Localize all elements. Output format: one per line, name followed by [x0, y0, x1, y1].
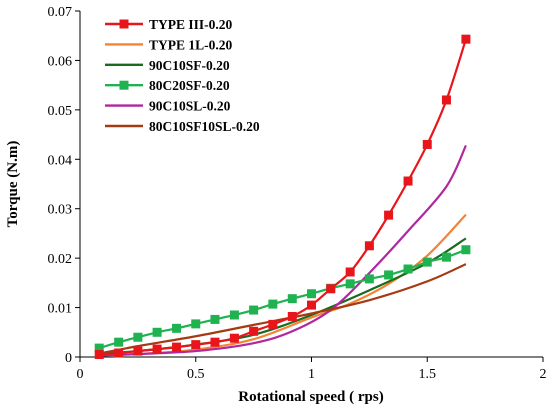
data-point-marker — [172, 323, 182, 333]
data-point-marker — [94, 343, 104, 353]
x-tick-label: 0 — [77, 367, 84, 382]
data-point-marker — [172, 342, 182, 352]
data-point-marker — [287, 311, 297, 321]
data-point-marker — [191, 340, 201, 350]
legend-item: 80C10SF10SL-0.20 — [105, 119, 260, 134]
y-tick-label: 0.03 — [48, 203, 73, 218]
data-point-marker — [441, 252, 451, 262]
series-4 — [99, 144, 467, 357]
data-point-marker — [210, 314, 220, 324]
data-point-marker — [152, 327, 162, 337]
data-point-marker — [229, 333, 239, 343]
legend: TYPE III-0.20 TYPE 1L-0.20 90C10SF-0.20 80C… — [105, 17, 260, 134]
data-point-marker — [94, 350, 104, 360]
data-point-marker — [307, 300, 316, 310]
data-point-marker — [133, 332, 143, 342]
legend-label: TYPE 1L-0.20 — [149, 37, 233, 52]
data-point-marker — [307, 289, 316, 299]
y-tick-label: 0.04 — [48, 153, 73, 168]
legend-label: 80C20SF-0.20 — [149, 78, 230, 93]
data-point-marker — [345, 279, 355, 289]
data-point-marker — [287, 294, 297, 304]
series-line — [99, 263, 467, 355]
data-point-marker — [461, 34, 471, 44]
legend-label: 80C10SF10SL-0.20 — [149, 119, 260, 134]
series-5 — [99, 263, 467, 355]
plot-area: 0 0.5 1 1.5 2 00.010.020.030.040.050.060.07 … — [48, 5, 547, 382]
data-point-marker — [345, 267, 355, 277]
legend-swatch-marker — [119, 80, 129, 90]
series-line — [99, 144, 467, 357]
series-3 — [94, 245, 471, 353]
y-tick-label: 0 — [65, 351, 72, 366]
data-point-marker — [249, 305, 259, 315]
x-tick-label: 1 — [308, 367, 315, 382]
series-0 — [94, 34, 471, 360]
data-point-marker — [114, 348, 124, 358]
x-axis-ticks: 0 0.5 1 1.5 2 — [77, 357, 547, 382]
data-point-marker — [133, 346, 143, 356]
x-tick-label: 2 — [540, 367, 547, 382]
data-point-marker — [403, 264, 413, 274]
legend-item: TYPE 1L-0.20 — [105, 37, 233, 52]
y-tick-label: 0.06 — [48, 54, 73, 69]
legend-item: 80C20SF-0.20 — [105, 78, 230, 93]
legend-swatch-marker — [119, 19, 129, 29]
data-point-marker — [384, 270, 394, 280]
data-point-marker — [364, 241, 374, 251]
data-point-marker — [461, 245, 471, 255]
legend-item: 90C10SL-0.20 — [105, 99, 231, 114]
data-point-marker — [210, 337, 220, 347]
data-point-marker — [268, 299, 278, 309]
y-tick-label: 0.01 — [48, 302, 73, 317]
legend-item: TYPE III-0.20 — [105, 17, 233, 32]
data-point-marker — [191, 319, 201, 329]
y-tick-label: 0.05 — [48, 104, 73, 119]
y-axis-ticks: 0 0.01 0.02 0.03 0.04 0.05 0.06 0.07 — [48, 5, 80, 366]
data-point-marker — [152, 344, 162, 354]
data-point-marker — [326, 284, 336, 294]
legend-label: 90C10SF-0.20 — [149, 58, 230, 73]
data-point-marker — [384, 210, 394, 220]
data-point-marker — [422, 139, 432, 149]
y-tick-label: 0.07 — [48, 5, 73, 20]
x-tick-label: 1.5 — [419, 367, 437, 382]
data-point-marker — [403, 176, 413, 186]
legend-label: 90C10SL-0.20 — [149, 99, 231, 114]
data-point-marker — [229, 310, 239, 320]
data-point-marker — [441, 95, 451, 105]
data-point-marker — [364, 274, 374, 284]
legend-label: TYPE III-0.20 — [149, 17, 233, 32]
legend-item: 90C10SF-0.20 — [105, 58, 230, 73]
data-point-marker — [114, 337, 124, 347]
y-tick-label: 0.02 — [48, 252, 73, 267]
y-axis-title: Torque (N.m) — [5, 141, 21, 228]
x-axis-title: Rotational speed ( rps) — [238, 389, 383, 405]
x-tick-label: 0.5 — [187, 367, 205, 382]
data-point-marker — [268, 319, 278, 329]
data-point-marker — [422, 257, 432, 267]
data-point-marker — [249, 326, 259, 336]
series-layer — [94, 34, 471, 360]
